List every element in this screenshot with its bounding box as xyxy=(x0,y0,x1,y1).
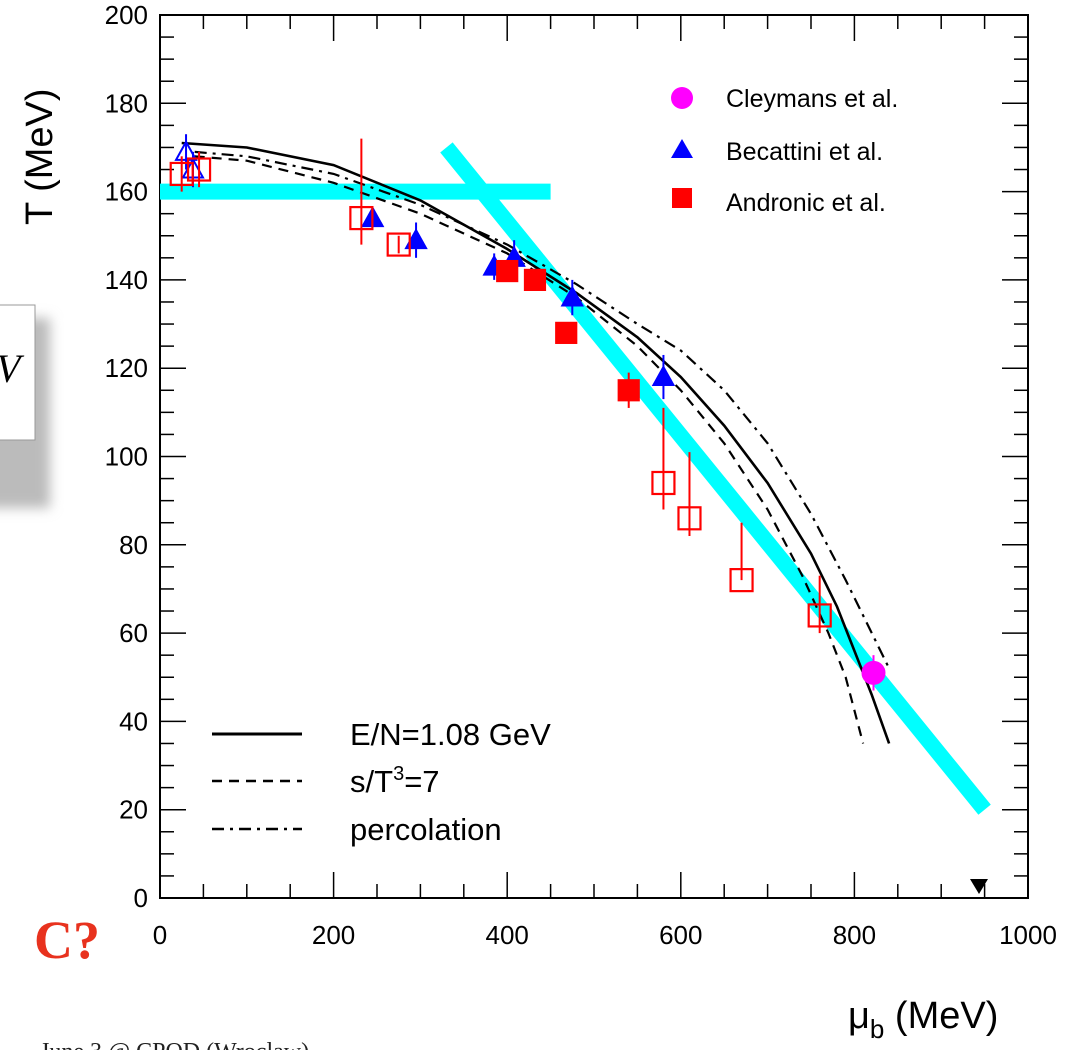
legend-curves: E/N=1.08 GeV s/T3=7 percolation xyxy=(212,717,551,847)
x-tick-label: 800 xyxy=(833,920,876,950)
y-tick-label: 160 xyxy=(105,177,148,207)
point-square xyxy=(386,232,411,257)
axis-end-triangle xyxy=(970,879,988,894)
axis-tick-labels: 0 200 400 600 800 1000 0 20 40 60 80 100 120 140 160 18… xyxy=(105,0,1057,950)
cyan-bands xyxy=(160,142,991,815)
point-triangle xyxy=(404,228,428,250)
point-circle xyxy=(861,660,886,685)
x-tick-label: 600 xyxy=(659,920,702,950)
legend-st3-sup: 3 xyxy=(393,763,404,785)
y-tick-label: 140 xyxy=(105,265,148,295)
point-square xyxy=(807,603,832,628)
y-tick-label: 120 xyxy=(105,353,148,383)
y-axis-title: T (MeV) xyxy=(19,88,61,225)
point-square xyxy=(496,259,519,283)
x-axis-title-unit: (MeV) xyxy=(884,995,998,1037)
y-tick-label: 60 xyxy=(119,618,148,648)
x-tick-label: 0 xyxy=(153,920,167,950)
point-triangle xyxy=(560,285,584,307)
legend-label-en: E/N=1.08 GeV xyxy=(350,717,551,752)
curve-solid xyxy=(181,141,891,744)
x-tick-label: 400 xyxy=(486,920,529,950)
curve-dashed xyxy=(194,155,865,744)
legend-marker-square xyxy=(672,188,692,208)
c-question-mark: C? xyxy=(34,910,100,970)
x-tick-label: 200 xyxy=(312,920,355,950)
cyan-band xyxy=(440,142,991,815)
y-tick-label: 80 xyxy=(119,530,148,560)
x-axis-title: μb (MeV) xyxy=(848,995,998,1044)
legend-experiments: Cleymans et al. Becattini et al. Androni… xyxy=(671,85,898,217)
legend-label-andronic: Andronic et al. xyxy=(726,189,886,217)
curve-dashdot xyxy=(194,150,891,669)
legend-st3-rest: =7 xyxy=(404,764,439,799)
footer-text: June 3 @ CPOD (Wroclaw) xyxy=(40,1039,309,1050)
inset-box: V xyxy=(0,304,50,508)
point-square xyxy=(555,321,578,344)
y-tick-label: 40 xyxy=(119,706,148,736)
legend-marker-circle xyxy=(671,87,693,109)
point-triangle xyxy=(174,139,198,161)
axis-ticks xyxy=(159,14,1029,899)
point-square xyxy=(677,506,702,531)
x-axis-title-sub: b xyxy=(870,1014,884,1044)
y-tick-label: 0 xyxy=(134,883,148,913)
y-tick-label: 200 xyxy=(105,0,148,30)
legend-label-st3: s/T3=7 xyxy=(350,763,440,799)
point-square xyxy=(186,157,212,182)
legend-st3-main: s/T xyxy=(350,764,393,799)
y-tick-label: 20 xyxy=(119,795,148,825)
legend-label-percolation: percolation xyxy=(350,812,502,847)
x-axis-title-main: μ xyxy=(848,995,870,1037)
legend-label-becattini: Becattini et al. xyxy=(726,138,883,166)
data-points xyxy=(169,134,886,691)
point-square xyxy=(169,161,194,187)
point-square xyxy=(523,268,547,291)
plot-frame xyxy=(159,14,1029,899)
point-triangle xyxy=(651,364,676,387)
y-tick-label: 100 xyxy=(105,442,148,472)
model-curves xyxy=(181,141,891,744)
point-square xyxy=(651,470,676,496)
y-tick-label: 180 xyxy=(105,88,148,118)
x-tick-label: 1000 xyxy=(999,920,1057,950)
point-square xyxy=(349,205,374,231)
legend-label-cleymans: Cleymans et al. xyxy=(726,85,898,113)
legend-marker-triangle xyxy=(671,139,693,158)
point-square xyxy=(729,568,754,593)
point-square xyxy=(617,379,640,402)
